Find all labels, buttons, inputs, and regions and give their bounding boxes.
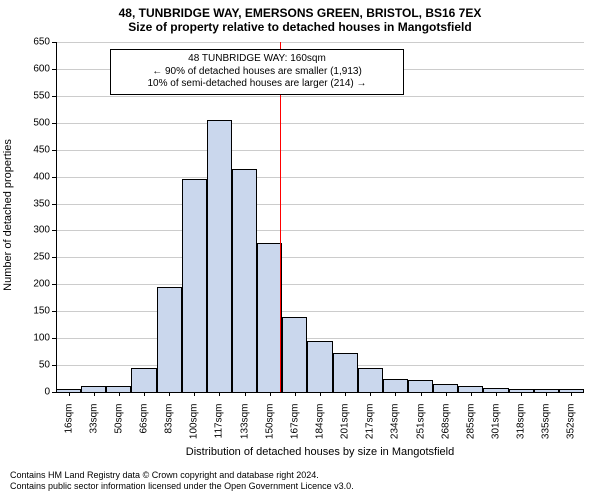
- histogram-bar: [408, 380, 433, 392]
- annotation-line-1: 48 TUNBRIDGE WAY: 160sqm: [117, 53, 397, 66]
- histogram-bar: [333, 353, 358, 392]
- grid-line: [56, 284, 584, 285]
- y-tick-label: 200: [22, 279, 50, 290]
- grid-line: [56, 150, 584, 151]
- y-tick-label: 600: [22, 63, 50, 74]
- y-tick-label: 300: [22, 225, 50, 236]
- y-tick-label: 250: [22, 252, 50, 263]
- y-axis-line: [56, 42, 57, 392]
- histogram-chart: 0501001502002503003504004505005506006501…: [56, 42, 584, 392]
- title-line-2: Size of property relative to detached ho…: [0, 20, 600, 34]
- histogram-bar: [232, 169, 257, 392]
- y-tick-label: 400: [22, 171, 50, 182]
- chart-container: 48, TUNBRIDGE WAY, EMERSONS GREEN, BRIST…: [0, 0, 600, 500]
- footer-line-2: Contains public sector information licen…: [10, 481, 354, 492]
- grid-line: [56, 177, 584, 178]
- histogram-bar: [433, 384, 458, 392]
- annotation-line-2: ← 90% of detached houses are smaller (1,…: [117, 66, 397, 79]
- y-tick-label: 350: [22, 198, 50, 209]
- y-tick-label: 50: [22, 360, 50, 371]
- footer-attribution: Contains HM Land Registry data © Crown c…: [10, 470, 354, 492]
- grid-line: [56, 204, 584, 205]
- y-tick-label: 150: [22, 306, 50, 317]
- grid-line: [56, 42, 584, 43]
- histogram-bar: [207, 120, 232, 392]
- histogram-bar: [257, 243, 282, 392]
- histogram-bar: [282, 317, 307, 392]
- histogram-bar: [131, 368, 156, 392]
- annotation-line-3: 10% of semi-detached houses are larger (…: [117, 78, 397, 91]
- y-tick-label: 500: [22, 117, 50, 128]
- y-tick-label: 0: [22, 387, 50, 398]
- y-tick-label: 650: [22, 37, 50, 48]
- grid-line: [56, 96, 584, 97]
- histogram-bar: [358, 368, 383, 392]
- y-tick-label: 450: [22, 144, 50, 155]
- histogram-bar: [383, 379, 408, 392]
- grid-line: [56, 338, 584, 339]
- x-axis-line: [56, 392, 584, 393]
- histogram-bar: [182, 179, 207, 392]
- histogram-bar: [307, 341, 332, 392]
- grid-line: [56, 257, 584, 258]
- y-axis-label: Number of detached properties: [2, 125, 14, 305]
- grid-line: [56, 230, 584, 231]
- histogram-bar: [157, 287, 182, 392]
- annotation-box: 48 TUNBRIDGE WAY: 160sqm ← 90% of detach…: [110, 49, 404, 95]
- y-tick-label: 100: [22, 333, 50, 344]
- title-line-1: 48, TUNBRIDGE WAY, EMERSONS GREEN, BRIST…: [0, 0, 600, 20]
- grid-line: [56, 123, 584, 124]
- footer-line-1: Contains HM Land Registry data © Crown c…: [10, 470, 354, 481]
- grid-line: [56, 311, 584, 312]
- x-axis-label: Distribution of detached houses by size …: [56, 446, 584, 458]
- y-tick-label: 550: [22, 90, 50, 101]
- marker-line: [280, 42, 281, 392]
